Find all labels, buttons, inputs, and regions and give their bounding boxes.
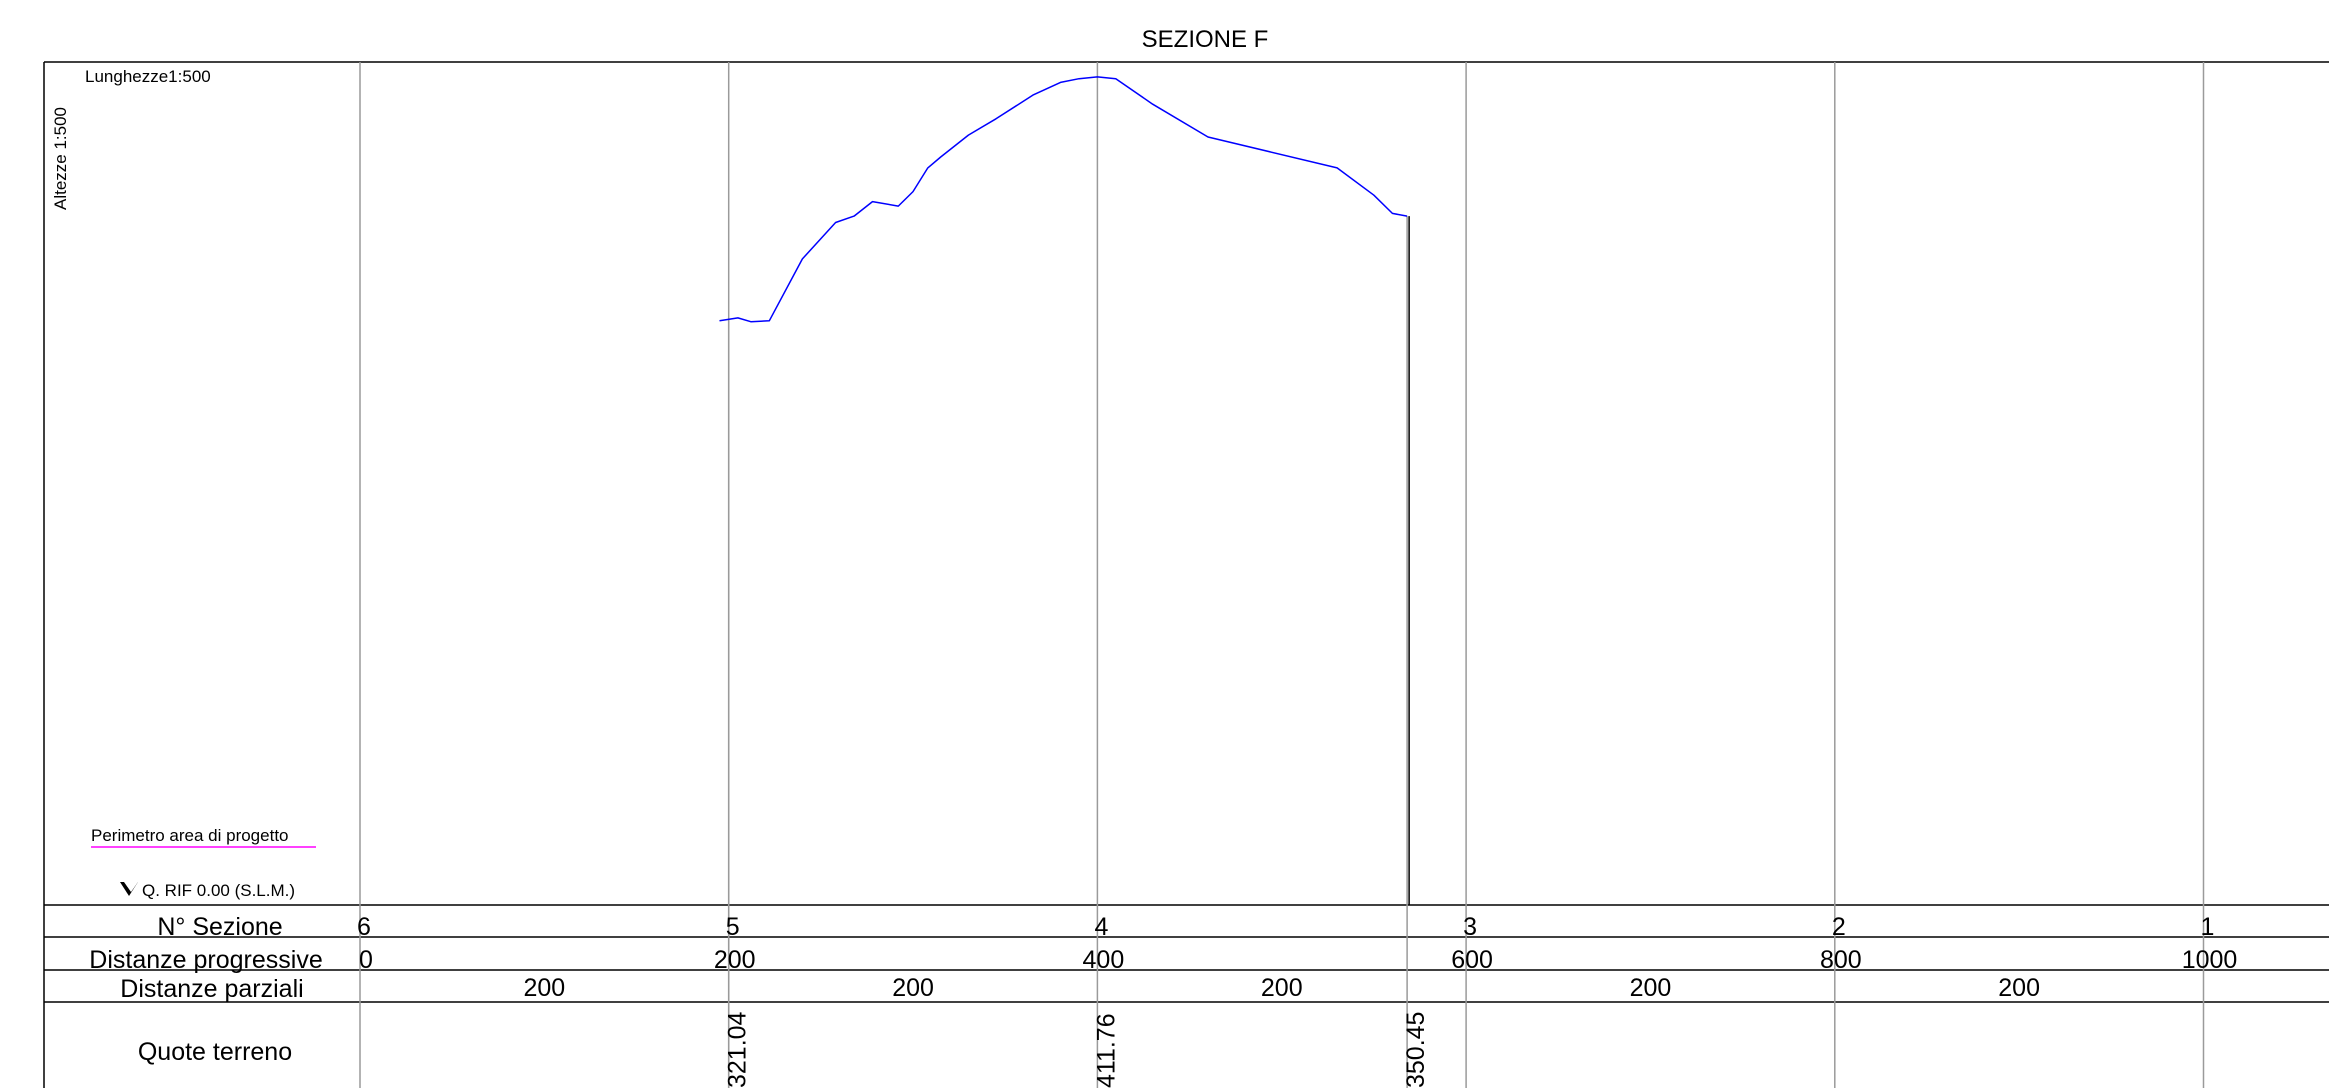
section-number: 1 — [2201, 913, 2215, 941]
length-scale-label: Lunghezze1:500 — [85, 67, 211, 86]
partial-distance: 200 — [1998, 974, 2040, 1002]
height-scale-label: Altezze 1:500 — [51, 107, 70, 210]
row-label-sections: N° Sezione — [157, 913, 282, 941]
row-label-partial: Distanze parziali — [120, 975, 303, 1003]
profile-drop-lines — [727, 216, 1410, 1088]
row-label-elevations: Quote terreno — [138, 1038, 292, 1066]
section-number: 4 — [1094, 913, 1108, 941]
terrain-profile-line — [719, 76, 1408, 323]
section-number: 2 — [1832, 913, 1846, 941]
section-number: 5 — [726, 913, 740, 941]
drawing-title: SEZIONE F — [1142, 26, 1269, 53]
reference-level: Q. RIF 0.00 (S.L.M.) — [120, 881, 295, 900]
reference-level-label: Q. RIF 0.00 (S.L.M.) — [142, 881, 295, 900]
drawing-frame — [43, 61, 2329, 1088]
partial-distance: 200 — [523, 974, 565, 1002]
terrain-elevation: 350.45 — [1402, 1012, 1430, 1088]
section-number: 6 — [357, 913, 371, 941]
row-label-progressive: Distanze progressive — [89, 946, 322, 974]
progressive-distance: 200 — [714, 946, 756, 974]
partial-distance: 200 — [1630, 974, 1672, 1002]
perimeter-legend: Perimetro area di progetto — [91, 826, 316, 848]
terrain-elevation: 411.76 — [1092, 1013, 1120, 1088]
terrain-elevation: 321.04 — [724, 1011, 752, 1088]
progressive-distance: 0 — [359, 946, 373, 974]
progressive-distance: 400 — [1083, 946, 1125, 974]
progressive-distance: 1000 — [2182, 946, 2238, 974]
section-number: 3 — [1463, 913, 1477, 941]
progressive-distance: 800 — [1820, 946, 1862, 974]
partial-distance: 200 — [1261, 974, 1303, 1002]
station-grid — [359, 62, 2205, 1088]
perimeter-legend-label: Perimetro area di progetto — [91, 826, 289, 845]
partial-distance: 200 — [892, 974, 934, 1002]
table-cells: 6 5 4 3 2 1 0 200 400 600 800 1000 200 200 200 200 200 32… — [357, 913, 2237, 1088]
progressive-distance: 600 — [1451, 946, 1493, 974]
